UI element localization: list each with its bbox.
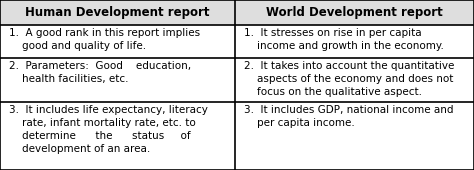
Text: 3.  It includes GDP, national income and
    per capita income.: 3. It includes GDP, national income and … (244, 105, 453, 128)
Text: 1.  A good rank in this report implies
    good and quality of life.: 1. A good rank in this report implies go… (9, 28, 200, 51)
Text: Human Development report: Human Development report (25, 6, 210, 19)
Text: 2.  It takes into account the quantitative
    aspects of the economy and does n: 2. It takes into account the quantitativ… (244, 61, 454, 97)
Text: World Development report: World Development report (266, 6, 443, 19)
Bar (0, 0, 474, 25)
Text: 2.  Parameters:  Good    education,
    health facilities, etc.: 2. Parameters: Good education, health fa… (9, 61, 191, 84)
Text: 1.  It stresses on rise in per capita
    income and growth in the economy.: 1. It stresses on rise in per capita inc… (244, 28, 444, 51)
Text: 3.  It includes life expectancy, literacy
    rate, infant mortality rate, etc. : 3. It includes life expectancy, literacy… (9, 105, 208, 154)
